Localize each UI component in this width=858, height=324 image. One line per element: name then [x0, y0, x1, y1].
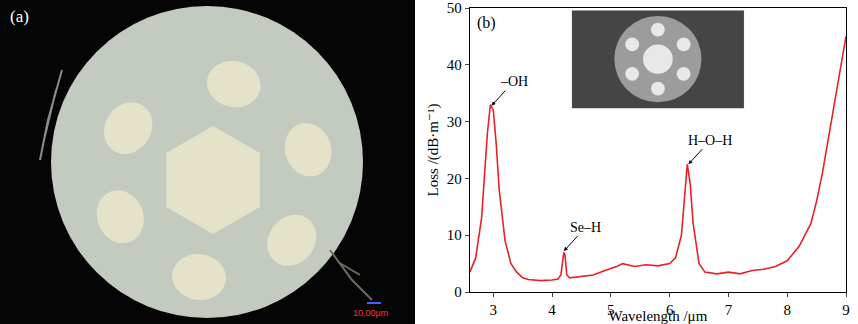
svg-text:4: 4 [548, 302, 556, 318]
svg-text:Se–H: Se–H [570, 220, 601, 235]
svg-text:–OH: –OH [500, 74, 528, 89]
svg-text:50: 50 [447, 0, 462, 16]
svg-text:(b): (b) [477, 14, 496, 32]
svg-text:9: 9 [842, 302, 850, 318]
svg-text:40: 40 [447, 57, 462, 73]
svg-text:Wavelength /μm: Wavelength /μm [608, 308, 707, 324]
svg-text:6: 6 [666, 302, 674, 318]
svg-text:3: 3 [490, 302, 498, 318]
svg-text:Loss /(dB·m⁻¹): Loss /(dB·m⁻¹) [425, 104, 442, 197]
svg-text:0: 0 [454, 284, 462, 300]
svg-text:20: 20 [447, 171, 462, 187]
svg-text:8: 8 [783, 302, 791, 318]
svg-text:30: 30 [447, 114, 462, 130]
svg-text:(a): (a) [10, 7, 29, 26]
svg-text:10: 10 [447, 227, 462, 243]
svg-text:7: 7 [725, 302, 733, 318]
svg-text:H–O–H: H–O–H [688, 133, 732, 148]
svg-text:5: 5 [607, 302, 615, 318]
svg-text:10.00μm: 10.00μm [353, 308, 388, 318]
